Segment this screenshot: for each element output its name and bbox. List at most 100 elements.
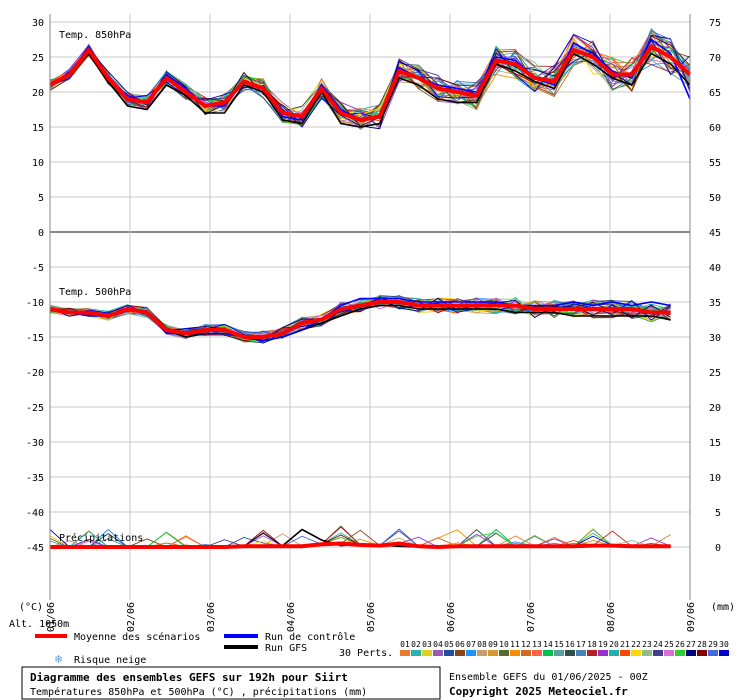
series-precip-0 <box>50 541 671 550</box>
pert-legend-label: 13 <box>532 640 542 649</box>
right-tick-label: 15 <box>709 438 721 449</box>
pert-legend-label: 06 <box>455 640 465 649</box>
right-tick-label: 40 <box>709 263 721 274</box>
pert-legend-swatch <box>444 650 454 656</box>
pert-legend-swatch <box>466 650 476 656</box>
copyright-label: Copyright 2025 Meteociel.fr <box>449 685 628 698</box>
right-tick-label: 30 <box>709 333 721 344</box>
pert-legend-label: 20 <box>609 640 619 649</box>
left-tick-label: 0 <box>38 228 44 239</box>
right-tick-label: 55 <box>709 158 721 169</box>
right-tick-label: 65 <box>709 88 721 99</box>
x-tick-label: 02/06 <box>126 602 137 632</box>
series-t850-2 <box>49 52 691 128</box>
x-tick-label: 05/06 <box>366 602 377 632</box>
pert-legend-swatch <box>598 650 608 656</box>
pert-legend-label: 22 <box>631 640 641 649</box>
pert-legend-label: 25 <box>664 640 674 649</box>
pert-legend-swatch <box>499 650 509 656</box>
legend-gfs-swatch <box>224 645 258 649</box>
pert-legend-swatch <box>488 650 498 656</box>
pert-legend-swatch <box>620 650 630 656</box>
right-tick-label: 20 <box>709 403 721 414</box>
pert-legend-label: 19 <box>598 640 608 649</box>
panel-label-t850: Temp. 850hPa <box>59 30 131 41</box>
right-tick-label: 25 <box>709 368 721 379</box>
pert-legend-swatch <box>532 650 542 656</box>
pert-legend-label: 24 <box>653 640 663 649</box>
right-tick-label: 0 <box>715 543 721 554</box>
pert-legend-swatch <box>609 650 619 656</box>
pert-legend-label: 09 <box>488 640 498 649</box>
pert-legend-label: 18 <box>587 640 597 649</box>
right-tick-label: 60 <box>709 123 721 134</box>
pert-legend-label: 04 <box>433 640 443 649</box>
left-tick-label: -40 <box>26 508 44 519</box>
right-axis-unit: (mm) <box>711 602 735 613</box>
right-tick-label: 5 <box>715 508 721 519</box>
panel-label-t500: Temp. 500hPa <box>59 287 131 298</box>
left-tick-label: 20 <box>32 88 44 99</box>
legend-gfs-label: Run GFS <box>265 643 307 654</box>
left-tick-label: 5 <box>38 193 44 204</box>
chart-title: Diagramme des ensembles GEFS sur 192h po… <box>30 671 348 684</box>
pert-legend-swatch <box>587 650 597 656</box>
chart-subtitle: Températures 850hPa et 500hPa (°C) , pré… <box>30 686 367 698</box>
pert-legend-label: 14 <box>543 640 553 649</box>
x-tick-label: 01/06 <box>46 602 57 632</box>
pert-legend-label: 30 <box>719 640 729 649</box>
pert-legend-swatch <box>510 650 520 656</box>
series-t850-0 <box>49 43 692 123</box>
left-tick-label: 25 <box>32 53 44 64</box>
pert-legend-swatch <box>642 650 652 656</box>
pert-legend-swatch <box>576 650 586 656</box>
legend-control-label: Run de contrôle <box>265 631 355 643</box>
altitude-label: Alt. 1050m <box>9 619 69 630</box>
right-tick-label: 10 <box>709 473 721 484</box>
pert-legend-label: 15 <box>554 640 564 649</box>
legend-mean-swatch <box>35 634 67 638</box>
pert-legend-label: 11 <box>510 640 520 649</box>
pert-legend-label: 02 <box>411 640 421 649</box>
pert-legend-swatch <box>719 650 729 656</box>
pert-legend-swatch <box>697 650 707 656</box>
pert-legend-label: 23 <box>642 640 652 649</box>
ensemble-run-label: Ensemble GEFS du 01/06/2025 - 00Z <box>449 672 648 683</box>
pert-legend-label: 26 <box>675 640 685 649</box>
pert-legend-label: 05 <box>444 640 454 649</box>
left-tick-label: -45 <box>26 543 44 554</box>
pert-legend-label: 07 <box>466 640 476 649</box>
right-tick-label: 75 <box>709 18 721 29</box>
left-axis-unit: (°C) <box>19 602 43 613</box>
legend-mean-label: Moyenne des scénarios <box>74 631 200 643</box>
legend-perts-label: 30 Perts. <box>339 648 393 659</box>
left-tick-label: -10 <box>26 298 44 309</box>
pert-legend-swatch <box>422 650 432 656</box>
right-tick-label: 70 <box>709 53 721 64</box>
pert-legend-label: 10 <box>499 640 509 649</box>
right-tick-label: 35 <box>709 298 721 309</box>
pert-legend-label: 27 <box>686 640 696 649</box>
pert-legend-swatch <box>686 650 696 656</box>
pert-legend-label: 03 <box>422 640 432 649</box>
pert-legend-swatch <box>400 650 410 656</box>
left-tick-label: -25 <box>26 403 44 414</box>
panel-label-precip: Précipitations <box>59 532 143 544</box>
x-tick-label: 09/06 <box>686 602 697 632</box>
pert-legend-swatch <box>477 650 487 656</box>
pert-legend-swatch <box>708 650 718 656</box>
x-tick-label: 04/06 <box>286 602 297 632</box>
pert-legend-label: 01 <box>400 640 410 649</box>
pert-legend-label: 21 <box>620 640 630 649</box>
pert-legend-swatch <box>455 650 465 656</box>
ensemble-line-22 <box>49 29 691 116</box>
legend-control-swatch <box>224 634 258 638</box>
pert-legend-swatch <box>631 650 641 656</box>
pert-legend-swatch <box>554 650 564 656</box>
ensemble-line-29 <box>49 298 671 338</box>
right-tick-label: 50 <box>709 193 721 204</box>
pert-legend-label: 28 <box>697 640 707 649</box>
pert-legend-swatch <box>411 650 421 656</box>
